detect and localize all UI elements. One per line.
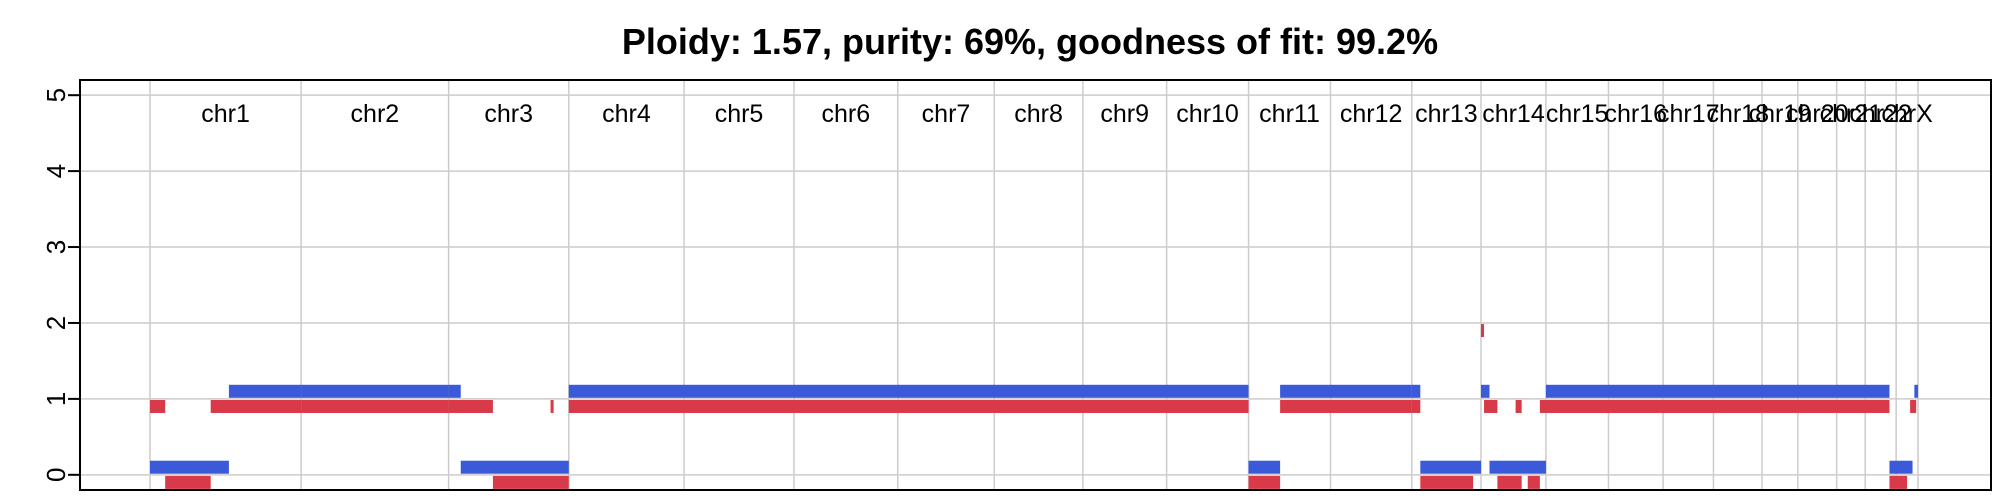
plot-frame — [79, 79, 1992, 491]
minor-segment-15 — [1515, 399, 1522, 413]
chromosome-label-chr6: chr6 — [822, 100, 871, 128]
y-axis: 0 1 2 3 4 5 — [41, 88, 80, 482]
grid-lines — [80, 80, 1991, 490]
minor-segment-10 — [1411, 399, 1421, 413]
minor-segment-0 — [150, 399, 166, 413]
chromosome-label-chr4: chr4 — [602, 100, 651, 128]
chromosome-label-chr3: chr3 — [484, 100, 533, 128]
chromosome-label-chr21: chr21 — [1820, 100, 1883, 128]
major-segment-14 — [1914, 384, 1918, 398]
ytick-label-2: 2 — [41, 316, 71, 330]
chart-title: Ploidy: 1.57, purity: 69%, goodness of f… — [622, 21, 1438, 62]
major-segment-12 — [1545, 384, 1890, 398]
minor-segment-6 — [550, 399, 554, 413]
minor-segment-16 — [1527, 475, 1540, 489]
chromosome-labels: chr1 chr2 chr3 chr4 chr5 chr6 chr7 chr8 chr9 chr1… — [201, 100, 1933, 128]
segments — [150, 324, 1918, 489]
minor-segment-4 — [448, 399, 493, 413]
ytick-label-3: 3 — [41, 240, 71, 254]
ytick-label-4: 4 — [41, 164, 71, 178]
chromosome-label-chr5: chr5 — [715, 100, 764, 128]
minor-segment-13 — [1484, 399, 1498, 413]
chromosome-label-chr17: chr17 — [1657, 100, 1720, 128]
major-segment-9 — [1420, 460, 1482, 474]
chromosome-label-chr18: chr18 — [1706, 100, 1769, 128]
minor-segment-1 — [165, 475, 211, 489]
ytick-label-5: 5 — [41, 88, 71, 102]
minor-segment-3 — [301, 399, 449, 413]
major-segment-3 — [448, 384, 461, 398]
chromosome-label-chr15: chr15 — [1546, 100, 1609, 128]
chromosome-label-chr2: chr2 — [351, 100, 400, 128]
chromosome-label-chr22: chr22 — [1849, 100, 1912, 128]
minor-segment-7 — [568, 399, 1249, 413]
chromosome-label-chr12: chr12 — [1340, 100, 1403, 128]
major-segment-1 — [228, 384, 302, 398]
major-segment-11 — [1489, 460, 1546, 474]
chromosome-label-chr10: chr10 — [1176, 100, 1239, 128]
minor-segment-18 — [1889, 475, 1908, 489]
minor-segment-14 — [1497, 475, 1522, 489]
minor-segment-2 — [210, 399, 302, 413]
chromosome-label-chr19: chr19 — [1749, 100, 1812, 128]
chromosome-label-chr16: chr16 — [1605, 100, 1668, 128]
major-segment-5 — [568, 384, 1249, 398]
ytick-label-0: 0 — [41, 468, 71, 482]
chromosome-label-chr9: chr9 — [1100, 100, 1149, 128]
major-segment-6 — [1248, 460, 1281, 474]
minor-segment-5 — [492, 475, 569, 489]
ytick-label-1: 1 — [41, 392, 71, 406]
minor-segment-11 — [1420, 475, 1474, 489]
chromosome-label-chr8: chr8 — [1014, 100, 1063, 128]
chromosome-label-chr13: chr13 — [1415, 100, 1478, 128]
chromosome-label-chrX: chrX — [1881, 100, 1933, 128]
major-segment-13 — [1889, 460, 1913, 474]
minor-segment-12 — [1481, 324, 1485, 338]
major-segment-2 — [301, 384, 449, 398]
chromosome-label-chr7: chr7 — [922, 100, 971, 128]
minor-segment-8 — [1248, 475, 1281, 489]
major-segment-0 — [150, 460, 229, 474]
major-segment-10 — [1481, 384, 1490, 398]
chromosome-label-chr11: chr11 — [1259, 100, 1320, 128]
chromosome-label-chr1: chr1 — [201, 100, 250, 128]
minor-segment-9 — [1280, 399, 1412, 413]
major-segment-7 — [1280, 384, 1412, 398]
minor-segment-19 — [1910, 399, 1917, 413]
major-segment-4 — [460, 460, 569, 474]
chromosome-label-chr20: chr20 — [1786, 100, 1849, 128]
chromosome-label-chr14: chr14 — [1482, 100, 1545, 128]
major-segment-8 — [1411, 384, 1421, 398]
minor-segment-17 — [1539, 399, 1890, 413]
